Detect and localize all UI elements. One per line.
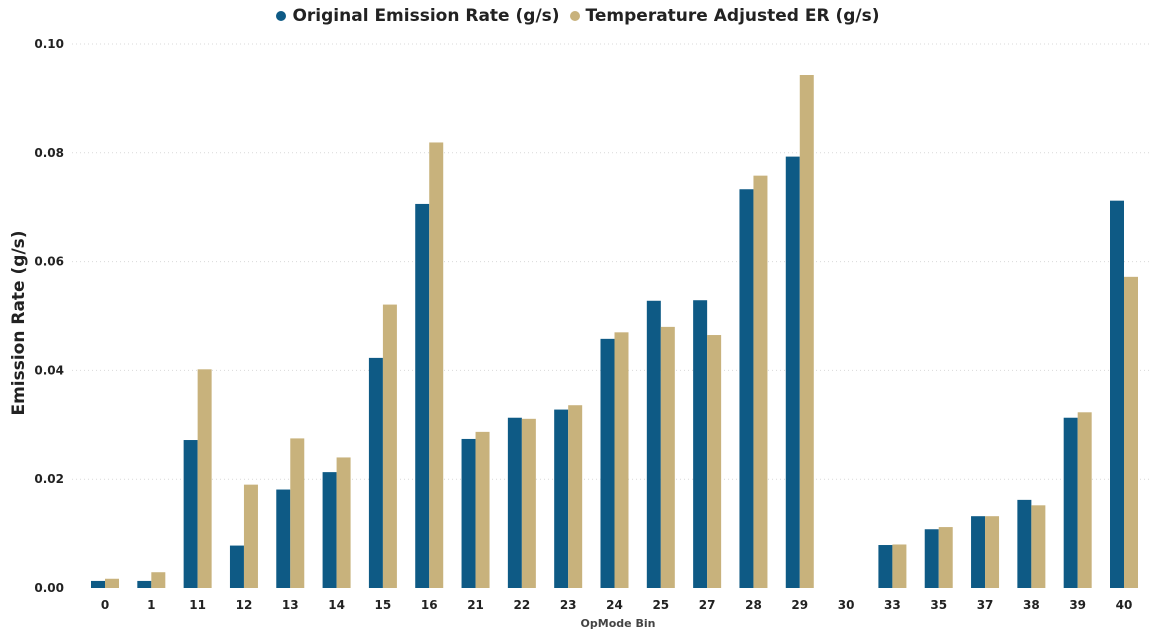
bar-adjusted-29[interactable] xyxy=(799,75,814,589)
bar-original-24[interactable] xyxy=(600,338,615,588)
y-axis-title: Emission Rate (g/s) xyxy=(9,230,29,415)
bar-adjusted-11[interactable] xyxy=(197,369,212,588)
x-tick-label: 11 xyxy=(189,598,206,612)
x-tick-label: 25 xyxy=(652,598,669,612)
bar-adjusted-33[interactable] xyxy=(892,544,907,588)
bar-original-37[interactable] xyxy=(971,516,986,588)
bar-adjusted-25[interactable] xyxy=(660,326,675,588)
bar-original-40[interactable] xyxy=(1110,200,1124,588)
bar-original-22[interactable] xyxy=(507,417,522,588)
y-axis-ticks: 0.00 0.02 0.04 0.06 0.08 0.10 xyxy=(34,37,64,595)
bar-original-12[interactable] xyxy=(229,545,244,588)
bars xyxy=(91,75,1138,589)
bar-original-38[interactable] xyxy=(1017,499,1032,588)
x-tick-label: 23 xyxy=(560,598,577,612)
bar-adjusted-13[interactable] xyxy=(290,438,305,588)
x-tick-label: 33 xyxy=(884,598,901,612)
bar-original-28[interactable] xyxy=(739,189,754,589)
bar-adjusted-40[interactable] xyxy=(1124,276,1138,588)
bar-adjusted-37[interactable] xyxy=(985,516,1000,588)
bar-adjusted-23[interactable] xyxy=(568,405,583,588)
bar-original-14[interactable] xyxy=(322,472,337,588)
legend-label-adjusted: Temperature Adjusted ER (g/s) xyxy=(585,6,880,26)
bar-adjusted-21[interactable] xyxy=(475,431,490,588)
bar-adjusted-0[interactable] xyxy=(105,578,119,588)
y-tick-label: 0.08 xyxy=(34,146,64,160)
bar-original-23[interactable] xyxy=(554,409,569,588)
x-tick-label: 0 xyxy=(101,598,109,612)
bar-adjusted-24[interactable] xyxy=(614,332,629,588)
x-axis-ticks: 0 1 11 12 13 14 15 16 21 22 23 24 25 27 28 29 30 33 35 37 38… xyxy=(101,598,1133,612)
x-tick-label: 14 xyxy=(328,598,345,612)
bar-adjusted-35[interactable] xyxy=(938,527,953,588)
bar-adjusted-14[interactable] xyxy=(336,457,351,588)
bar-adjusted-12[interactable] xyxy=(243,484,258,588)
bar-original-11[interactable] xyxy=(183,440,198,588)
x-tick-label: 37 xyxy=(977,598,994,612)
bar-original-0[interactable] xyxy=(91,580,105,588)
legend-item-adjusted[interactable]: Temperature Adjusted ER (g/s) xyxy=(569,6,880,26)
y-tick-label: 0.10 xyxy=(34,37,64,51)
x-tick-label: 39 xyxy=(1069,598,1086,612)
x-tick-label: 28 xyxy=(745,598,762,612)
bar-original-21[interactable] xyxy=(461,438,476,588)
x-tick-label: 16 xyxy=(421,598,438,612)
legend-marker-original xyxy=(276,11,287,21)
bar-original-16[interactable] xyxy=(415,203,430,588)
y-tick-label: 0.00 xyxy=(34,581,64,595)
x-tick-label: 24 xyxy=(606,598,623,612)
bar-adjusted-27[interactable] xyxy=(707,335,722,588)
bar-original-13[interactable] xyxy=(276,489,291,588)
bar-original-29[interactable] xyxy=(785,156,800,588)
bar-adjusted-1[interactable] xyxy=(151,572,166,588)
bar-original-27[interactable] xyxy=(693,300,708,588)
legend-label-original: Original Emission Rate (g/s) xyxy=(292,6,560,26)
y-tick-label: 0.02 xyxy=(34,472,64,486)
x-tick-label: 22 xyxy=(514,598,531,612)
bar-original-35[interactable] xyxy=(924,529,939,588)
bar-original-39[interactable] xyxy=(1063,417,1078,588)
x-tick-label: 29 xyxy=(791,598,808,612)
bar-adjusted-28[interactable] xyxy=(753,175,768,588)
bar-adjusted-22[interactable] xyxy=(521,418,536,588)
y-tick-label: 0.04 xyxy=(34,363,64,377)
x-tick-label: 38 xyxy=(1023,598,1040,612)
x-tick-label: 35 xyxy=(930,598,947,612)
x-tick-label: 12 xyxy=(236,598,253,612)
legend-marker-adjusted xyxy=(569,11,580,21)
x-tick-label: 13 xyxy=(282,598,299,612)
bar-original-15[interactable] xyxy=(368,357,383,588)
x-tick-label: 30 xyxy=(838,598,855,612)
bar-original-25[interactable] xyxy=(646,300,661,588)
bar-original-1[interactable] xyxy=(137,580,152,588)
bar-adjusted-38[interactable] xyxy=(1031,505,1046,588)
bar-adjusted-39[interactable] xyxy=(1077,412,1092,588)
x-tick-label: 27 xyxy=(699,598,716,612)
x-tick-label: 21 xyxy=(467,598,484,612)
legend: Original Emission Rate (g/s) Temperature… xyxy=(0,6,1156,26)
x-tick-label: 40 xyxy=(1116,598,1133,612)
bar-adjusted-15[interactable] xyxy=(382,304,397,588)
x-axis-title: OpMode Bin xyxy=(581,617,656,630)
y-tick-label: 0.06 xyxy=(34,255,64,269)
legend-item-original[interactable]: Original Emission Rate (g/s) xyxy=(276,6,560,26)
x-tick-label: 1 xyxy=(147,598,155,612)
x-tick-label: 15 xyxy=(375,598,392,612)
bar-adjusted-16[interactable] xyxy=(429,142,444,589)
bar-original-33[interactable] xyxy=(878,545,893,588)
